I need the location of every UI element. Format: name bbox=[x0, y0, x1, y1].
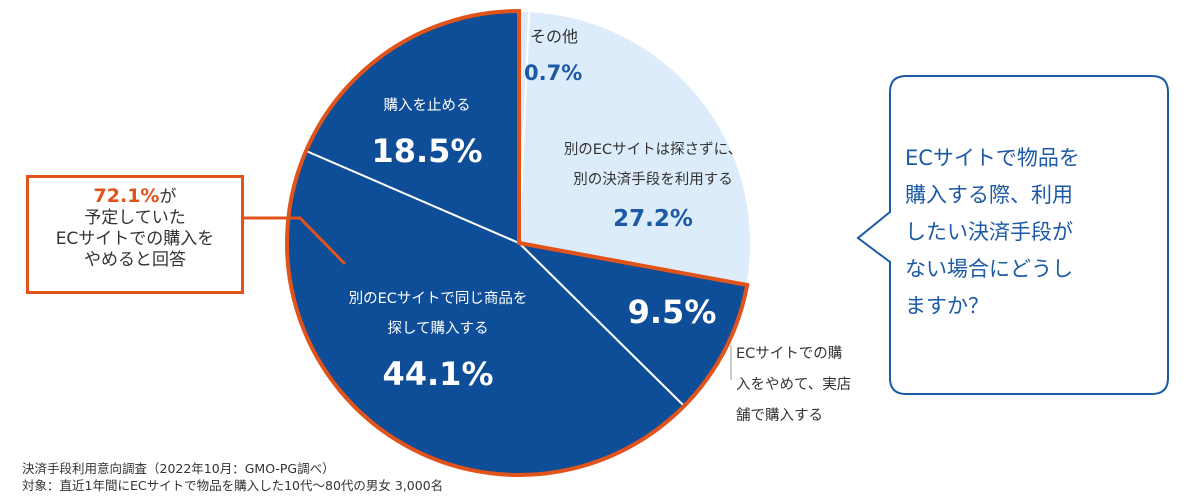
slice-value-alt-payment: 27.2% bbox=[613, 206, 693, 232]
slice-alt-payment bbox=[517, 10, 752, 287]
slice-label-other: その他 bbox=[530, 27, 578, 46]
slice-value-other-site: 44.1% bbox=[382, 355, 493, 393]
question-line-5: ますか？ bbox=[905, 294, 989, 318]
callout-line-2: 予定していた bbox=[84, 208, 186, 228]
callout-box: 72.1%が 予定していた ECサイトでの購入を やめると回答 bbox=[26, 175, 244, 294]
callout-leader-line bbox=[244, 216, 347, 266]
slice-label-stop: 購入を止める bbox=[384, 97, 471, 114]
callout-pct-suffix: が bbox=[159, 187, 177, 207]
callout-line-3: ECサイトでの購入を bbox=[55, 229, 215, 249]
slice-value-other: 0.7% bbox=[524, 61, 582, 85]
slice-label-store-2: 入をやめて、実店 bbox=[736, 376, 851, 393]
highlight-outline bbox=[285, 8, 750, 477]
question-line-1: ECサイトで物品を bbox=[905, 146, 1080, 170]
question-line-4: ない場合にどうし bbox=[905, 257, 1073, 281]
source-note: 決済手段利用意向調査（2022年10月：GMO-PG調べ） 対象：直近1年間にE… bbox=[22, 460, 443, 494]
slice-label-alt-payment-1: 別のECサイトは探さずに、 bbox=[564, 141, 742, 158]
speech-bubble bbox=[856, 75, 1169, 395]
slice-label-alt-payment-2: 別の決済手段を利用する bbox=[573, 171, 733, 188]
slice-label-other-site-2: 探して購入する bbox=[387, 320, 488, 337]
slice-label-store-1: ECサイトでの購 bbox=[736, 345, 842, 362]
question-line-2: 購入する際、利用 bbox=[905, 183, 1073, 207]
slice-value-stop: 18.5% bbox=[371, 132, 482, 170]
slice-label-other-site-1: 別のECサイトで同じ商品を bbox=[349, 290, 528, 307]
callout-line-4: やめると回答 bbox=[84, 250, 186, 270]
question-line-3: したい決済手段が bbox=[905, 220, 1073, 244]
callout-line-1: 72.1%が bbox=[29, 186, 241, 208]
question-text: ECサイトで物品を 購入する際、利用 したい決済手段が ない場合にどうし ますか… bbox=[905, 140, 1145, 325]
source-line-2: 対象：直近1年間にECサイトで物品を購入した10代～80代の男女 3,000名 bbox=[22, 478, 444, 493]
slice-value-store: 9.5% bbox=[628, 293, 717, 331]
callout-percentage: 72.1% bbox=[93, 185, 160, 207]
source-line-1: 決済手段利用意向調査（2022年10月：GMO-PG調べ） bbox=[22, 461, 335, 476]
slice-label-store-3: 舗で購入する bbox=[736, 407, 823, 424]
